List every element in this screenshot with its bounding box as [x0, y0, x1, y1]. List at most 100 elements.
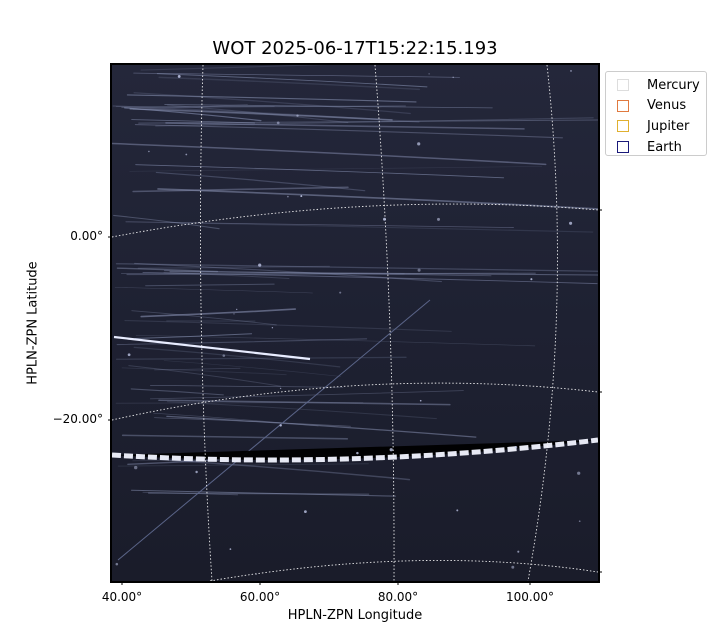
star-point: [389, 448, 393, 452]
star-streak: [155, 117, 594, 127]
star-streak: [154, 417, 351, 427]
axis-ticks: [108, 236, 531, 585]
star-point: [428, 73, 430, 75]
star-point: [511, 565, 515, 569]
star-streak: [125, 221, 514, 228]
legend-label: Venus: [647, 98, 687, 114]
legend-swatch: [617, 141, 629, 154]
star-streak: [158, 399, 451, 406]
star-streak: [128, 365, 281, 387]
star-point: [419, 399, 422, 402]
star-streak: [131, 310, 277, 326]
star-streak: [154, 367, 241, 371]
star-streak: [115, 263, 598, 272]
star-streak: [121, 434, 349, 440]
star-point: [271, 327, 274, 329]
legend-swatch: [617, 79, 629, 92]
star-streak: [165, 122, 525, 130]
star-point: [233, 313, 235, 315]
star-streak: [156, 73, 428, 88]
star-point: [276, 121, 280, 125]
star-streak: [140, 308, 297, 318]
star-point: [236, 308, 238, 311]
star-streak: [121, 367, 287, 376]
star-streak: [164, 270, 492, 277]
star-streak: [130, 388, 224, 396]
y-tick-label: −20.00°: [52, 412, 103, 426]
star-streak: [116, 338, 368, 346]
x-tick-label: 80.00°: [377, 590, 419, 604]
star-streak: [145, 283, 275, 287]
star-streak: [153, 412, 319, 427]
legend-item-mercury: Mercury: [617, 75, 706, 96]
star-point: [148, 150, 150, 153]
star-streak: [169, 271, 598, 276]
legend-swatch: [617, 99, 629, 112]
star-point: [304, 510, 307, 513]
star-streak: [164, 104, 493, 109]
bright-streak: [113, 335, 311, 361]
x-axis-label: HPLN-ZPN Longitude: [287, 608, 423, 623]
star-streak: [126, 272, 536, 276]
star-streak: [129, 166, 543, 172]
star-point: [437, 217, 440, 221]
legend-label: Jupiter: [647, 118, 690, 134]
star-streak: [134, 333, 253, 339]
x-tick-label: 60.00°: [239, 590, 281, 604]
chart-title: WOT 2025-06-17T15:22:15.193: [212, 38, 498, 59]
star-point: [127, 353, 131, 357]
star-point: [452, 76, 454, 79]
star-streak: [134, 123, 563, 139]
diagonal-streak: [117, 299, 431, 561]
star-streak: [132, 186, 349, 193]
star-streak: [168, 459, 411, 481]
star-point: [383, 217, 386, 221]
star-streak: [115, 356, 407, 360]
x-tick-label: 40.00°: [101, 590, 143, 604]
star-point: [177, 74, 181, 78]
star-point: [255, 573, 257, 575]
star-point: [300, 195, 303, 198]
star-streak: [137, 265, 330, 270]
star-point: [195, 470, 198, 474]
star-streak: [117, 463, 369, 467]
star-streak: [112, 142, 547, 166]
star-point: [229, 548, 232, 550]
star-streak: [170, 222, 594, 233]
coordinate-grid: [112, 65, 598, 581]
y-tick-label: 0.00°: [70, 229, 103, 243]
star-streak: [133, 92, 411, 115]
star-streak: [166, 401, 437, 420]
star-streak: [158, 76, 420, 91]
star-streak: [124, 319, 452, 332]
star-point: [456, 509, 459, 512]
star-streak: [163, 272, 290, 279]
star-streak: [133, 346, 341, 368]
star-streak: [126, 94, 417, 103]
star-streak: [149, 390, 464, 400]
star-point: [577, 471, 581, 475]
star-streak: [140, 65, 328, 71]
star-streak: [133, 72, 460, 78]
legend-label: Earth: [647, 139, 682, 155]
star-streak: [134, 262, 442, 283]
right-ticks: [598, 209, 602, 573]
star-streak: [163, 360, 342, 377]
legend-item-venus: Venus: [617, 96, 706, 117]
star-streak: [150, 385, 344, 388]
star-streak: [114, 287, 313, 294]
legend: Mercury Venus Jupiter Earth: [605, 71, 707, 156]
star-point: [115, 562, 119, 566]
star-point: [514, 445, 518, 449]
star-point: [339, 291, 342, 294]
star-streak: [157, 188, 598, 210]
star-streak: [155, 171, 366, 192]
legend-label: Mercury: [647, 77, 700, 93]
star-streak: [113, 214, 220, 230]
star-point: [296, 114, 299, 117]
star-streak: [132, 104, 248, 110]
star-streak: [166, 415, 477, 438]
star-point: [356, 451, 359, 455]
star-streak: [121, 105, 406, 108]
